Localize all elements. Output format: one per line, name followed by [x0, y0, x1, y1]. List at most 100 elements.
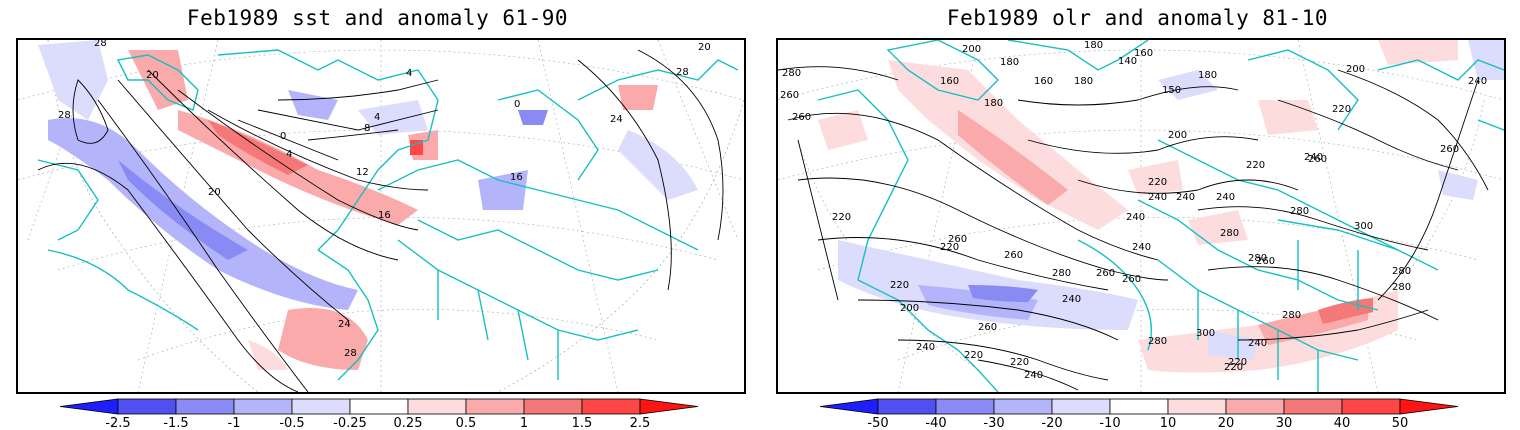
contour-label: 220 — [1228, 357, 1247, 368]
colorbar-swatch — [1225, 398, 1285, 415]
colorbar-swatch — [523, 398, 583, 415]
contour-label: 20 — [698, 42, 711, 53]
contour-label: 240 — [1216, 192, 1235, 203]
colorbar-tick-label: 1 — [520, 416, 528, 430]
olr-map-title: Feb1989 olr and anomaly 81-10 — [946, 6, 1329, 30]
olr-contours — [778, 66, 1489, 391]
contour-label: 280 — [1220, 228, 1239, 239]
colorbar-tick-label: -20 — [1041, 416, 1062, 430]
colorbar-tick-label: 30 — [1276, 416, 1293, 430]
contour-label: 240 — [1304, 152, 1323, 163]
colorbar-labels: -50 -40 -30 -20 -10 10 20 30 40 50 — [867, 416, 1408, 430]
colorbar-swatch — [1167, 398, 1227, 415]
contour-label: 20 — [208, 187, 221, 198]
colorbar-tick-label: 50 — [1392, 416, 1409, 430]
contour-label: 240 — [1132, 242, 1151, 253]
colorbar-arrow-high — [639, 398, 699, 415]
colorbar-swatch — [1341, 398, 1401, 415]
contour-label: 220 — [832, 212, 851, 223]
sst-contours — [37, 49, 724, 392]
colorbar-arrow-high — [1399, 398, 1459, 415]
contour-label: 280 — [1392, 266, 1411, 277]
colorbar-tick-label: -1 — [228, 416, 241, 430]
contour-label: 0 — [514, 99, 520, 110]
contour-label: 200 — [962, 44, 981, 55]
contour-label: 150 — [1162, 85, 1181, 96]
colorbar-tick-label: -10 — [1099, 416, 1120, 430]
contour-label: 240 — [1468, 76, 1487, 87]
contour-label: 180 — [984, 98, 1003, 109]
colorbar-tick-label: -50 — [867, 416, 888, 430]
olr-colorbar: -50 -40 -30 -20 -10 10 20 30 40 50 — [819, 398, 1459, 430]
colorbar-labels: -2.5 -1.5 -1 -0.5 -0.25 0.25 0.5 1 1.5 2.5 — [105, 416, 650, 430]
colorbar-swatch — [581, 398, 641, 415]
colorbar-tick-label: 20 — [1218, 416, 1235, 430]
contour-label: 180 — [1000, 57, 1019, 68]
contour-label: 280 — [1290, 206, 1309, 217]
contour-label: 160 — [940, 76, 959, 87]
contour-label: 220 — [1246, 160, 1265, 171]
coastlines — [817, 40, 1504, 392]
contour-label: 0 — [280, 131, 286, 142]
olr-panel: Feb1989 olr and anomaly 81-10 — [770, 0, 1506, 430]
sst-map-frame: 28 28 20 20 0 4 4 8 12 16 16 24 24 28 28… — [16, 38, 746, 394]
contour-label: 280 — [1148, 336, 1167, 347]
contour-label: 200 — [900, 303, 919, 314]
contour-label: 260 — [792, 112, 811, 123]
contour-label: 260 — [1122, 274, 1141, 285]
contour-label: 4 — [406, 68, 412, 79]
contour-label: 220 — [890, 280, 909, 291]
contour-label: 280 — [1248, 253, 1267, 264]
olr-map-frame: 280 200 180 160 180 160 140 180 160 180 … — [776, 38, 1506, 394]
colorbar-swatch — [1283, 398, 1343, 415]
colorbar-swatch — [935, 398, 995, 415]
contour-label: 28 — [94, 40, 107, 49]
colorbar-tick-label: -30 — [983, 416, 1004, 430]
contour-label: 220 — [940, 242, 959, 253]
contour-label: 200 — [1346, 64, 1365, 75]
contour-label: 220 — [1148, 177, 1167, 188]
contour-label: 240 — [916, 342, 935, 353]
contour-label: 180 — [1084, 40, 1103, 51]
contour-label: 24 — [610, 114, 623, 125]
colorbar-swatch — [117, 398, 177, 415]
coastlines — [37, 49, 739, 381]
contour-label: 180 — [1074, 76, 1093, 87]
contour-label: 8 — [364, 123, 370, 134]
contour-label: 240 — [1062, 294, 1081, 305]
olr-anomaly-shading — [818, 40, 1504, 373]
contour-label: 260 — [1004, 250, 1023, 261]
sst-map: 28 28 20 20 0 4 4 8 12 16 16 24 24 28 28… — [18, 40, 744, 392]
colorbar-swatch — [291, 398, 351, 415]
contour-label: 280 — [1392, 282, 1411, 293]
colorbar-tick-label: 0.25 — [394, 416, 423, 430]
colorbar-arrow-low — [59, 398, 119, 415]
contour-label: 240 — [1176, 192, 1195, 203]
colorbar-tick-label: 2.5 — [630, 416, 651, 430]
contour-label: 160 — [1034, 76, 1053, 87]
colorbar-arrow-low — [819, 398, 879, 415]
contour-label: 260 — [1440, 144, 1459, 155]
sst-panel: Feb1989 sst and anomaly 61-90 — [10, 0, 746, 430]
colorbar-swatch — [233, 398, 293, 415]
contour-label: 24 — [338, 319, 351, 330]
contour-label: 260 — [1256, 256, 1275, 267]
contour-label: 220 — [964, 350, 983, 361]
colorbar-swatch — [407, 398, 467, 415]
contour-label: 220 — [1224, 362, 1243, 373]
contour-label: 300 — [1196, 328, 1215, 339]
contour-label: 28 — [58, 110, 71, 121]
contour-label: 28 — [344, 348, 357, 359]
contour-label: 180 — [1198, 70, 1217, 81]
contour-label: 4 — [286, 149, 292, 160]
contour-label: 280 — [1052, 268, 1071, 279]
colorbar-swatch — [1109, 398, 1169, 415]
contour-label: 4 — [374, 112, 380, 123]
colorbar-tick-label: 10 — [1160, 416, 1177, 430]
sst-colorbar: -2.5 -1.5 -1 -0.5 -0.25 0.25 0.5 1 1.5 2.5 — [59, 398, 699, 430]
contour-label: 260 — [948, 234, 967, 245]
contour-label: 140 — [1118, 56, 1137, 67]
colorbar-tick-label: -40 — [925, 416, 946, 430]
colorbar-swatch — [349, 398, 409, 415]
contour-label: 28 — [676, 67, 689, 78]
